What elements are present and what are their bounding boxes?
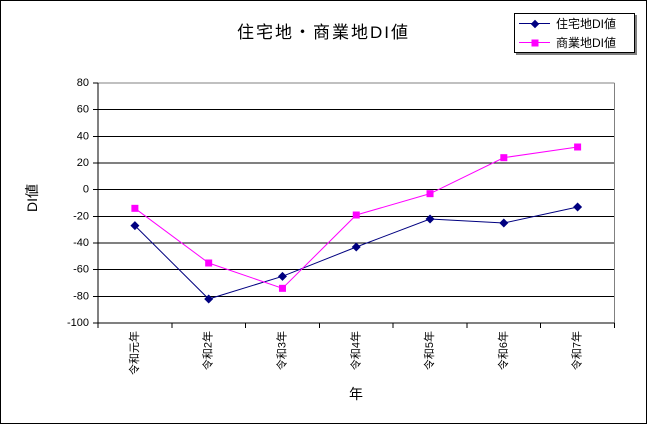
- marker-commercial: [426, 190, 434, 198]
- marker-residential: [351, 242, 361, 252]
- y-tick-label: -40: [73, 237, 89, 249]
- legend-item-residential: 住宅地DI値: [515, 14, 634, 33]
- y-tick-label: -60: [73, 264, 89, 276]
- y-tick-label: 0: [83, 184, 89, 196]
- x-tick-label: 令和5年: [422, 331, 436, 370]
- x-tick-label: 令和3年: [274, 331, 288, 370]
- x-tick-label: 令和4年: [348, 331, 362, 370]
- square-marker-icon: [531, 39, 538, 46]
- diamond-marker-icon: [530, 19, 539, 28]
- x-tick-label: 令和元年: [127, 331, 141, 375]
- marker-commercial: [352, 211, 360, 219]
- marker-commercial: [574, 143, 582, 151]
- series-line-residential: [134, 206, 578, 300]
- y-tick-label: 40: [77, 130, 89, 142]
- legend-sample-commercial: [519, 38, 550, 47]
- legend-item-commercial: 商業地DI値: [515, 33, 634, 52]
- marker-residential: [499, 218, 509, 228]
- marker-commercial: [205, 259, 213, 267]
- legend-label-residential: 住宅地DI値: [556, 17, 617, 31]
- plot-area: 80 60 40 20 0 -20 -40 -60 -80 -100 令和元年 令和2年 令和3年 令和4…: [67, 77, 615, 375]
- legend-label-commercial: 商業地DI値: [556, 36, 617, 50]
- marker-residential: [204, 294, 214, 304]
- y-tick-label: 20: [77, 157, 89, 169]
- y-tick-label: 80: [77, 77, 89, 89]
- y-tick-label: -20: [73, 210, 89, 222]
- marker-residential: [277, 271, 287, 281]
- x-tick-label: 令和2年: [201, 331, 215, 370]
- y-tick-label: -80: [73, 290, 89, 302]
- marker-residential: [130, 221, 140, 231]
- marker-residential: [425, 214, 435, 224]
- y-tick-label: 60: [77, 104, 89, 116]
- marker-commercial: [131, 204, 139, 212]
- marker-residential: [573, 202, 583, 212]
- legend-sample-residential: [519, 19, 550, 28]
- legend: 住宅地DI値 商業地DI値: [514, 13, 635, 53]
- marker-commercial: [278, 284, 286, 292]
- y-axis-title: DI値: [24, 184, 40, 212]
- marker-commercial: [500, 154, 508, 162]
- y-tick-label: -100: [67, 317, 89, 329]
- x-tick-label: 令和6年: [496, 331, 510, 370]
- chart-title: 住宅地・商業地DI値: [237, 23, 410, 42]
- x-tick-label: 令和7年: [570, 331, 584, 370]
- x-axis-title: 年: [349, 386, 363, 402]
